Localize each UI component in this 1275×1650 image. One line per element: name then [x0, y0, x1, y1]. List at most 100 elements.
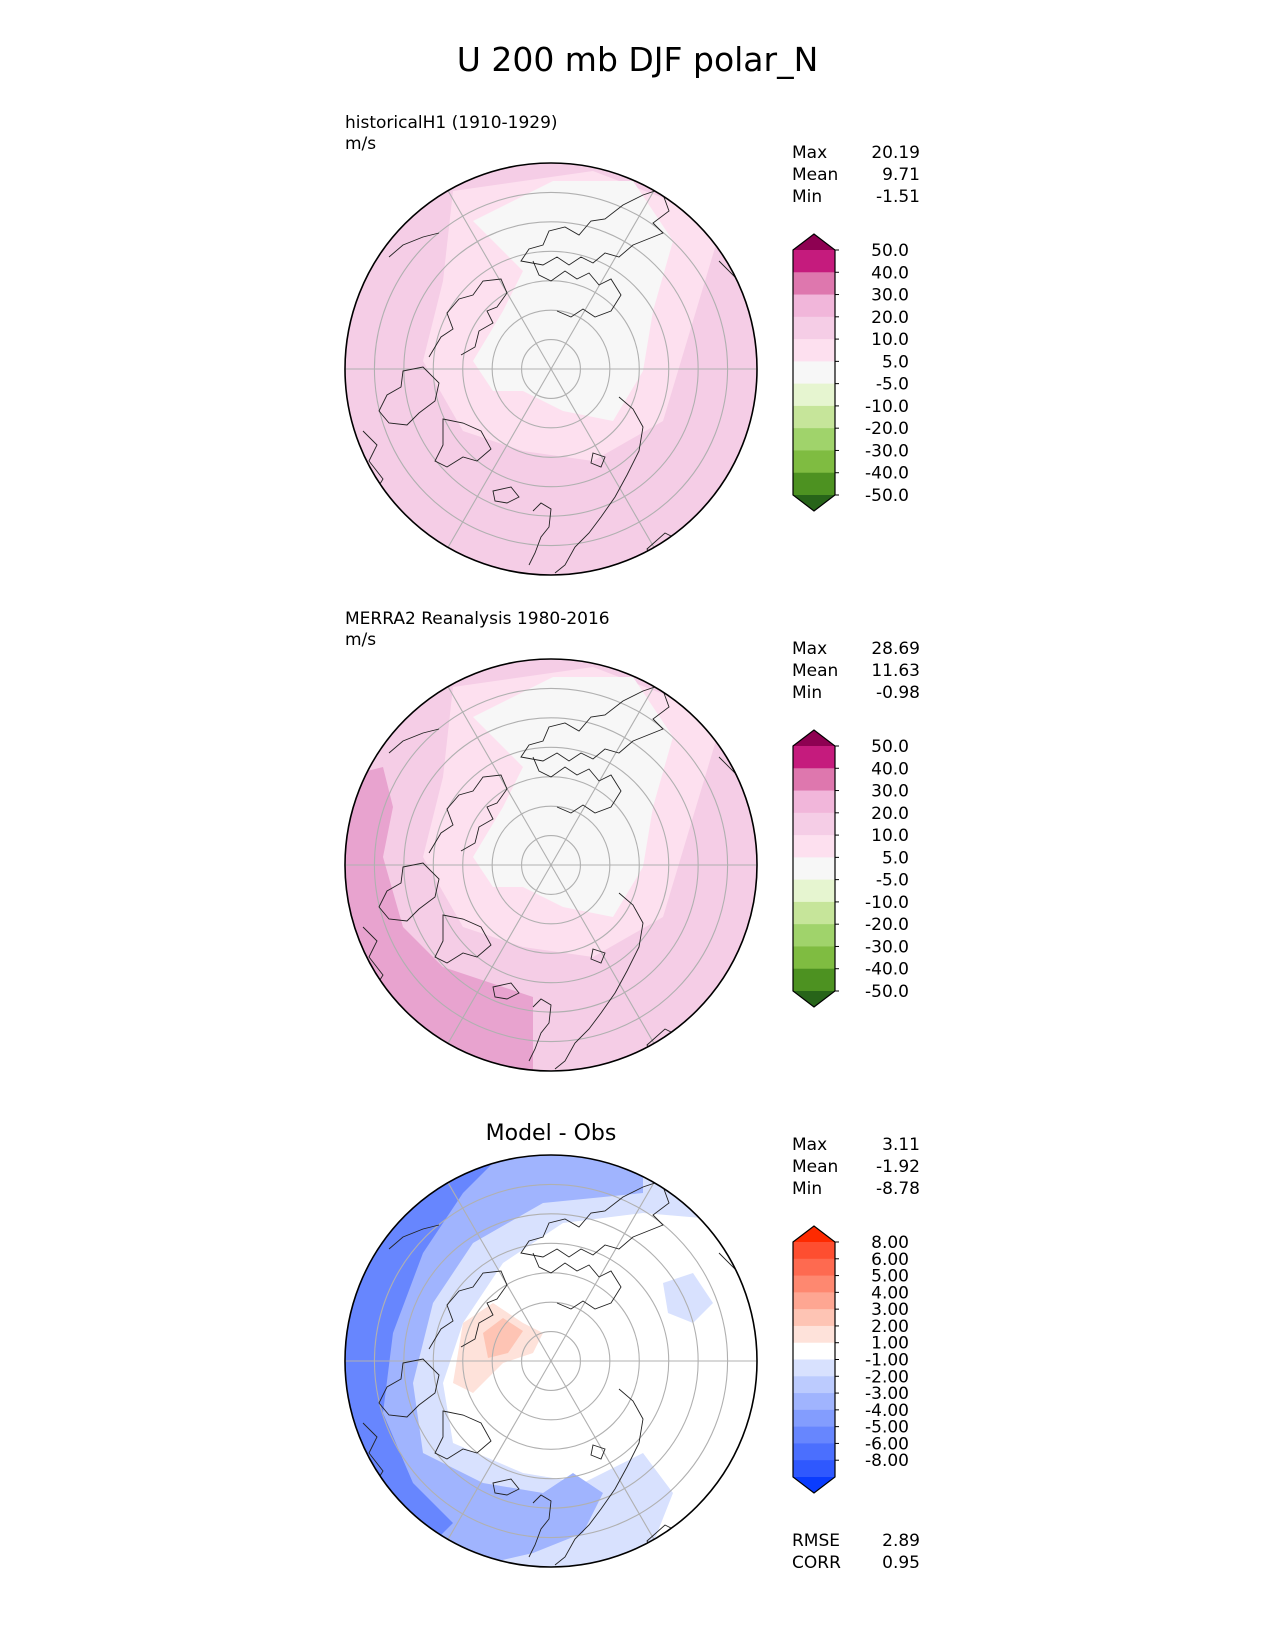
- colorbar-segment: [793, 1258, 835, 1277]
- colorbar-segment: [793, 383, 835, 407]
- colorbar-segment: [793, 1409, 835, 1428]
- colorbar-tick-label: 20.0: [871, 308, 909, 328]
- colorbar-tick-label: -30.0: [865, 937, 909, 957]
- colorbar-segment: [793, 924, 835, 948]
- stat-mean: Mean 9.71: [792, 165, 920, 185]
- colorbar-tick-label: -3.00: [865, 1384, 909, 1404]
- colorbar-tick-label: 40.0: [871, 759, 909, 779]
- stat-mean: Mean 11.63: [792, 661, 920, 681]
- panel-2-units: m/s: [345, 630, 377, 650]
- stat-mean: Mean -1.92: [792, 1157, 920, 1177]
- colorbar-tick-label: 10.0: [871, 330, 909, 350]
- colorbar-segment: [793, 901, 835, 925]
- colorbar-segment: [793, 835, 835, 858]
- colorbar-segment: [793, 1242, 835, 1260]
- field-strong-negative: [345, 1155, 503, 1567]
- colorbar-extend-min: [793, 1477, 835, 1493]
- panel-3-polar-map: [344, 1154, 758, 1568]
- colorbar-segment: [793, 1342, 835, 1361]
- colorbar-segment: [793, 361, 835, 385]
- colorbar-tick-label: 20.0: [871, 804, 909, 824]
- colorbar-extend-max: [793, 1226, 835, 1242]
- colorbar-extend-min: [793, 991, 835, 1007]
- stat-max: Max 28.69: [792, 639, 920, 659]
- panel-3-metrics: RMSE 2.89 CORR 0.95: [792, 1530, 920, 1574]
- colorbar-segment: [793, 812, 835, 836]
- colorbar-tick-label: -8.00: [865, 1451, 909, 1471]
- colorbar-tick-label: 50.0: [871, 737, 909, 757]
- colorbar-segment: [793, 857, 835, 881]
- field-positive-core: [483, 1318, 523, 1358]
- colorbar-tick-label: -5.00: [865, 1418, 909, 1438]
- colorbar-extend-max: [793, 234, 835, 250]
- colorbar-segment: [793, 790, 835, 814]
- colorbar-segment: [793, 879, 835, 903]
- colorbar-segment: [793, 339, 835, 362]
- stat-min: Min -8.78: [792, 1179, 920, 1199]
- colorbar-tick-label: 30.0: [871, 286, 909, 306]
- colorbar-segment: [793, 405, 835, 429]
- colorbar-segment: [793, 294, 835, 318]
- colorbar-tick-label: -40.0: [865, 960, 909, 980]
- colorbar-segment: [793, 1292, 835, 1310]
- colorbar-tick-label: -20.0: [865, 915, 909, 935]
- colorbar-tick-label: 5.0: [882, 848, 909, 868]
- panel-1-stats: Max 20.19 Mean 9.71 Min -1.51: [792, 142, 920, 208]
- panel-2-run-label: MERRA2 Reanalysis 1980-2016: [345, 609, 610, 629]
- colorbar-tick-label: -20.0: [865, 419, 909, 439]
- colorbar-tick-label: -6.00: [865, 1434, 909, 1454]
- metric-rmse: RMSE 2.89: [792, 1531, 920, 1551]
- colorbar-extend-max: [793, 730, 835, 746]
- colorbar-tick-label: 50.0: [871, 241, 909, 261]
- colorbar-tick-label: 4.00: [871, 1283, 909, 1303]
- stat-min: Min -0.98: [792, 683, 920, 703]
- stat-min: Min -1.51: [792, 187, 920, 207]
- panel-2-stats: Max 28.69 Mean 11.63 Min -0.98: [792, 638, 920, 704]
- colorbar-segment: [793, 946, 835, 970]
- colorbar-tick-label: -40.0: [865, 464, 909, 484]
- colorbar-tick-label: -4.00: [865, 1401, 909, 1421]
- panel-1-colorbar: 50.040.0 30.020.010.05.0 -5.0-10.0-20.0-30…: [792, 233, 909, 512]
- colorbar-tick-label: 10.0: [871, 826, 909, 846]
- figure-title: U 200 mb DJF polar_N: [456, 40, 819, 79]
- map-border: [344, 658, 758, 1072]
- panel-1-label: historicalH1 (1910-1929) m/s: [345, 113, 558, 155]
- stat-max: Max 20.19: [792, 143, 920, 163]
- panel-3-colorbar: 8.006.005.004.003.002.001.00-1.00-2.00-3…: [792, 1225, 909, 1494]
- colorbar-tick-label: -10.0: [865, 397, 909, 417]
- panel-1-polar-map: [344, 162, 758, 576]
- colorbar-tick-label: -50.0: [865, 486, 909, 506]
- colorbar-segment: [793, 316, 835, 340]
- map-border: [344, 1154, 758, 1568]
- panel-3-title: Model - Obs: [485, 1121, 617, 1146]
- colorbar-segment: [793, 1443, 835, 1461]
- colorbar-segment: [793, 1325, 835, 1344]
- colorbar-tick-label: 6.00: [871, 1250, 909, 1270]
- colorbar-tick-label: 40.0: [871, 263, 909, 283]
- colorbar-tick-label: -50.0: [865, 982, 909, 1002]
- colorbar-tick-label: 30.0: [871, 782, 909, 802]
- panel-2-colorbar: 50.040.0 30.020.010.05.0 -5.0-10.0-20.0-30…: [792, 729, 909, 1008]
- colorbar-tick-label: 2.00: [871, 1317, 909, 1337]
- colorbar-segment: [793, 746, 835, 769]
- colorbar-tick-label: -10.0: [865, 893, 909, 913]
- colorbar-tick-label: -2.00: [865, 1367, 909, 1387]
- colorbar-segment: [793, 1426, 835, 1445]
- colorbar-segment: [793, 968, 835, 992]
- colorbar-segment: [793, 1376, 835, 1394]
- colorbar-segment: [793, 768, 835, 792]
- panel-1-run-label: historicalH1 (1910-1929): [345, 113, 558, 133]
- colorbar-segment: [793, 1393, 835, 1411]
- colorbar-tick-label: -1.00: [865, 1351, 909, 1371]
- panel-3-stats: Max 3.11 Mean -1.92 Min -8.78: [792, 1134, 920, 1200]
- graticule: [345, 659, 757, 1071]
- field-small-negative: [663, 1273, 713, 1323]
- colorbar-tick-label: 1.00: [871, 1334, 909, 1354]
- colorbar-segment: [793, 1275, 835, 1293]
- metric-corr: CORR 0.95: [792, 1553, 920, 1573]
- panel-2-polar-map: [344, 658, 758, 1072]
- colorbar-segment: [793, 428, 835, 452]
- panel-2-label: MERRA2 Reanalysis 1980-2016 m/s: [345, 609, 610, 651]
- colorbar-segment: [793, 1460, 835, 1478]
- colorbar-segment: [793, 1309, 835, 1327]
